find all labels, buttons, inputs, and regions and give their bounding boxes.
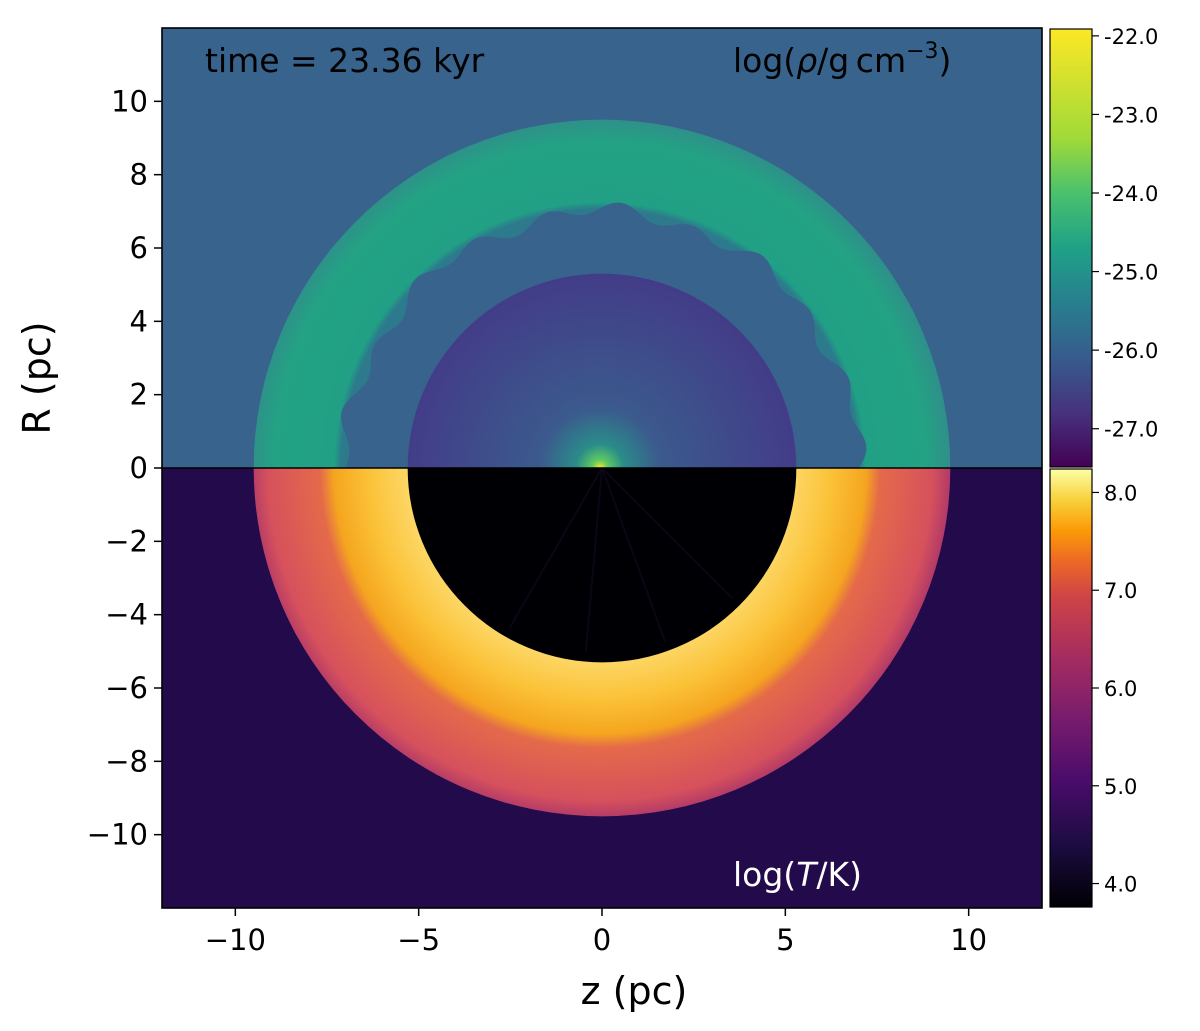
interior-ray (508, 468, 603, 629)
interior-ray (601, 468, 667, 642)
y-tick-label: 8 (130, 158, 148, 192)
x-tick-label: 10 (950, 923, 987, 957)
x-tick-label: −5 (397, 923, 440, 957)
temperature-bubble-region (407, 468, 797, 663)
x-tick-label: 5 (776, 923, 794, 957)
density-bubble-region (407, 273, 797, 468)
y-tick-label: −10 (87, 818, 148, 852)
colorbar-tick-label: -24.0 (1104, 182, 1158, 206)
colorbar-tick-label: 5.0 (1104, 775, 1137, 799)
density-panel (162, 28, 1042, 468)
density-annotation: log(ρ/g cm−3) (733, 39, 951, 80)
temperature-panel (162, 468, 1042, 908)
y-tick-label: 10 (111, 84, 148, 118)
density-colorbar-ticks: -22.0 -23.0 -24.0 -25.0 -26.0 -27.0 (1092, 25, 1158, 442)
temperature-colorbar: 8.0 7.0 6.0 5.0 4.0 (1049, 468, 1137, 908)
x-axis-ticks: −10 −5 0 5 10 (205, 908, 987, 957)
interior-ray (584, 468, 603, 653)
temperature-annotation: log(T/K) (733, 855, 862, 894)
colorbar-tick-label: 8.0 (1104, 481, 1137, 505)
temperature-interior-rays (508, 468, 734, 653)
density-colorbar-gradient (1049, 28, 1093, 468)
interior-ray (601, 468, 734, 600)
colorbar-tick-label: 7.0 (1104, 579, 1137, 603)
colorbar-tick-label: -25.0 (1104, 261, 1158, 285)
x-tick-label: −10 (205, 923, 266, 957)
colorbar-tick-label: -23.0 (1104, 103, 1158, 127)
colorbar-tick-label: -22.0 (1104, 25, 1158, 49)
y-tick-label: 4 (130, 304, 148, 338)
temperature-colorbar-gradient (1049, 468, 1093, 908)
y-axis-label: R (pc) (15, 321, 59, 434)
y-tick-label: −6 (105, 671, 148, 705)
y-tick-label: −2 (105, 524, 148, 558)
y-tick-label: −4 (105, 598, 148, 632)
y-axis-ticks: 10 8 6 4 2 0 −2 −4 −6 −8 −10 (87, 84, 162, 852)
y-tick-label: 0 (130, 451, 148, 485)
colorbar-tick-label: -27.0 (1104, 418, 1158, 442)
density-colorbar: -22.0 -23.0 -24.0 -25.0 -26.0 -27.0 (1049, 25, 1158, 468)
time-annotation: time = 23.36 kyr (205, 41, 485, 80)
x-axis-label: z (pc) (581, 969, 688, 1013)
temperature-colorbar-ticks: 8.0 7.0 6.0 5.0 4.0 (1092, 481, 1137, 897)
y-tick-label: 6 (130, 231, 148, 265)
colorbar-tick-label: 4.0 (1104, 873, 1137, 897)
colorbar-tick-label: 6.0 (1104, 677, 1137, 701)
x-tick-label: 0 (593, 923, 611, 957)
y-tick-label: −8 (105, 744, 148, 778)
colorbar-tick-label: -26.0 (1104, 339, 1158, 363)
y-tick-label: 2 (130, 378, 148, 412)
